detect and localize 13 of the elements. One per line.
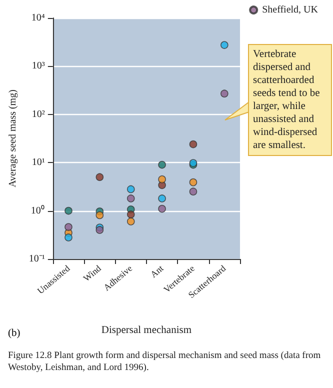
caption: Figure 12.8 Plant growth form and dispersal mechanism and seed mass (data from Westoby, Leishman, and Lord 1996). [8,350,322,374]
x-axis-title: Dispersal mechanism [101,325,192,336]
text: (b) [8,328,20,339]
y-tick-label: 10⁴ [31,12,46,24]
y-tick-label: 10² [32,108,45,120]
y-axis-title: Average seed mass (mg) [8,90,18,188]
y-tick-label: 10¹ [32,157,45,168]
x-tick-label: Ant [148,262,166,280]
legend-label: Sheffield, UK [262,4,319,16]
y-tick-label: 10³ [32,60,45,72]
y-tick-label: 10⁻¹ [28,254,45,264]
y-tick-label: 10⁰ [30,204,45,216]
text: Vertebrate dispersed and scatterhoarded seeds tend to be larger, while unassisted and wind-dispersed are smallest. [248,44,332,156]
